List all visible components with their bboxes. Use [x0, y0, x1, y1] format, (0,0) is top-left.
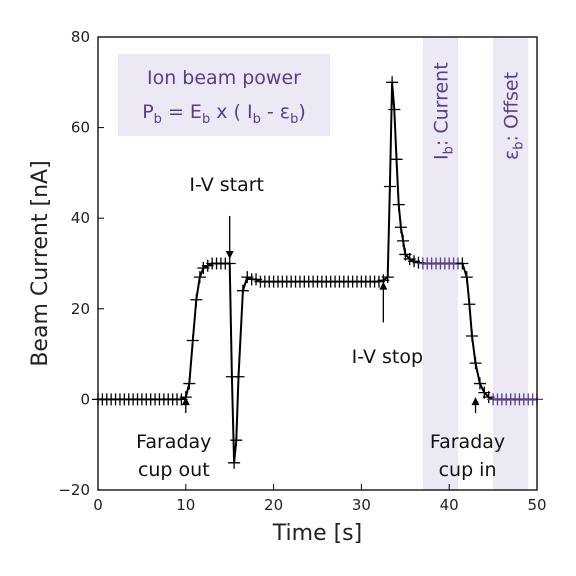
plot-frame [97, 36, 538, 491]
data-point-marker [460, 271, 473, 284]
x-tick-label: 30 [352, 496, 371, 514]
formula-box: Ion beam power Pb = Eb x ( Ib - εb) [118, 54, 330, 136]
y-tick-label: 60 [71, 119, 90, 137]
data-point-marker [397, 234, 410, 247]
formula-title: Ion beam power [147, 67, 301, 89]
x-tick-label: 20 [264, 496, 283, 514]
data-point-marker [232, 370, 245, 383]
annotation-faraday-in-line2: cup in [439, 459, 497, 481]
y-axis-title: Beam Current [nA] [28, 160, 53, 366]
data-point-marker [386, 76, 399, 89]
data-point-marker [183, 377, 196, 390]
annotation-faraday-out-line2: cup out [138, 459, 210, 481]
data-point-marker [466, 329, 479, 342]
annotation-faraday-out-line1: Faraday [136, 431, 211, 453]
band-label-current: Ib: Current [430, 62, 456, 160]
y-tick-label: −20 [58, 481, 90, 499]
y-tick-label: 80 [71, 28, 90, 46]
x-tick-label: 50 [527, 496, 546, 514]
annotation-iv-stop: I-V stop [352, 346, 423, 368]
series-layer [92, 76, 543, 469]
data-point-marker [390, 153, 403, 166]
annotation-iv-start: I-V start [189, 174, 264, 196]
data-point-marker [186, 334, 199, 347]
data-point-marker [456, 257, 469, 270]
arrow-iv-start-head [225, 250, 234, 259]
series-line [98, 81, 537, 464]
x-axis-title: Time [s] [272, 521, 362, 546]
data-point-marker [228, 456, 241, 469]
data-point-marker [394, 221, 407, 234]
x-tick-label: 40 [440, 496, 459, 514]
data-point-marker [193, 271, 206, 284]
data-point-marker [388, 103, 401, 116]
data-point-marker [469, 357, 482, 370]
annotation-faraday-in-line1: Faraday [430, 431, 505, 453]
annotation-arrows [181, 215, 480, 413]
arrow-iv-stop-head [379, 281, 388, 290]
x-tick-label: 0 [93, 496, 103, 514]
data-point-marker [383, 180, 396, 193]
formula-equation: Pb = Eb x ( Ib - εb) [142, 101, 306, 127]
arrow-faraday-in-head [471, 397, 480, 406]
shaded-band-1 [493, 37, 529, 490]
data-point-marker [236, 284, 249, 297]
data-point-marker [473, 377, 486, 390]
data-point-marker [223, 257, 236, 270]
arrow-faraday-out-head [181, 397, 190, 406]
x-tick-label: 10 [176, 496, 195, 514]
data-point-marker [190, 293, 203, 306]
y-tick-label: 0 [80, 390, 90, 408]
y-tick-label: 20 [71, 300, 90, 318]
data-point-marker [392, 198, 405, 211]
data-point-marker [463, 298, 476, 311]
band-label-offset: εb: Offset [501, 72, 527, 160]
formula-box-background [118, 54, 330, 136]
data-point-marker [381, 271, 394, 284]
y-tick-label: 40 [71, 209, 90, 227]
data-point-marker [230, 434, 243, 447]
